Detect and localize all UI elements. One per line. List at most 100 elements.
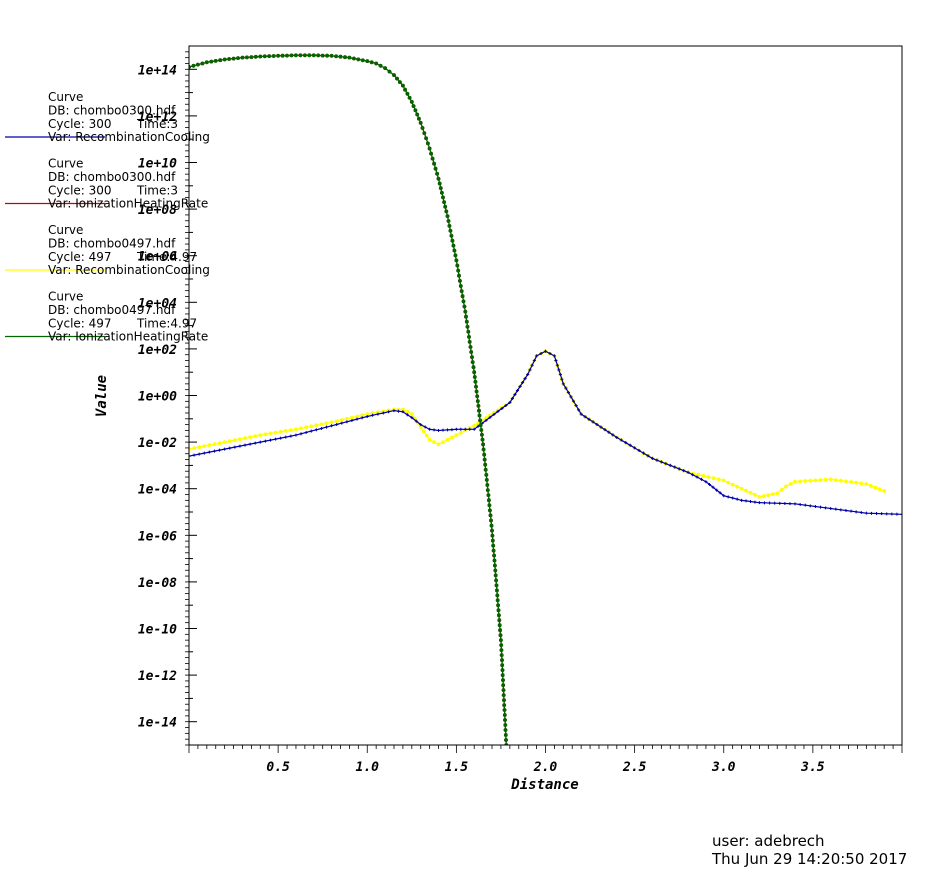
data-point [248,442,252,446]
data-point [474,384,478,389]
data-point [432,161,436,166]
data-point [314,428,318,432]
data-point [560,377,564,381]
data-point [633,446,637,450]
data-point [268,438,272,442]
data-point [854,480,859,485]
legend-curve-title: Curve [48,290,83,304]
data-point [352,56,356,61]
data-point [552,354,556,358]
data-point [521,381,525,385]
data-point [243,436,247,440]
data-point [222,440,227,444]
data-point [387,410,391,414]
data-point [526,373,530,377]
data-point [202,451,206,455]
data-point [453,253,458,258]
data-point [481,447,486,452]
data-point [624,441,628,445]
data-point [778,501,782,505]
data-point [461,299,466,304]
data-point [314,423,319,428]
data-point [808,478,813,483]
data-point [503,723,508,727]
data-point [316,53,321,58]
data-point [735,497,739,501]
data-point [775,491,780,496]
data-point [503,718,507,722]
data-point [539,352,543,356]
data-point [691,473,695,477]
data-point [369,60,374,65]
data-point [813,505,817,509]
series-4 [189,53,509,745]
data-point [762,501,766,505]
data-point [253,434,258,438]
data-point [849,509,853,513]
data-point [803,503,807,507]
data-point [451,243,456,248]
data-point [823,477,828,482]
data-point [495,593,500,598]
data-point [405,91,410,96]
data-point [500,663,505,667]
legend-curve-title: Curve [48,223,83,237]
legend-cycle: Cycle: 300 [48,184,112,198]
data-point [482,452,487,457]
data-point [196,62,200,67]
data-point [528,368,532,372]
data-point [753,492,757,497]
data-point [504,738,508,742]
data-point [446,219,451,223]
data-point [283,429,288,433]
footer-timestamp: Thu Jun 29 14:20:50 2017 [711,850,907,868]
data-point [231,56,236,61]
data-point [329,53,334,58]
x-tick-label: 1.5 [445,760,469,775]
data-point [396,409,400,413]
data-point [365,414,369,418]
y-tick-label: 1e-10 [138,623,177,638]
data-point [493,568,498,573]
data-point [289,428,293,432]
data-point [483,462,488,467]
data-point [833,478,838,482]
data-point [419,423,423,427]
data-point [868,483,873,488]
data-point [599,425,603,429]
data-point [334,419,339,423]
data-point [864,511,868,515]
legend-db: DB: chombo0497.hdf [48,303,176,317]
data-point [355,414,359,419]
data-point [494,583,499,588]
data-point [579,412,583,416]
data-point [460,294,465,299]
y-tick-label: 1e+06 [138,250,177,265]
data-point [392,409,396,413]
data-point [433,166,438,171]
legend-var: Var: RecombinationCooling [48,130,210,144]
y-tick-label: 1e+02 [138,343,177,358]
data-point [554,359,558,363]
data-point [435,171,439,176]
data-point [489,518,493,523]
data-point [731,496,735,500]
data-point [482,457,487,462]
data-point [477,408,481,413]
data-point [309,424,314,429]
data-point [496,608,501,613]
data-point [561,382,565,386]
data-point [243,443,247,447]
data-point [495,588,499,593]
data-point [371,413,375,417]
data-point [430,156,435,161]
data-point [253,441,257,445]
data-point [200,61,205,66]
data-point [803,479,808,483]
data-point [595,422,599,426]
data-point [487,503,492,508]
data-point [788,502,792,506]
data-point [495,598,500,603]
data-point [515,389,519,393]
